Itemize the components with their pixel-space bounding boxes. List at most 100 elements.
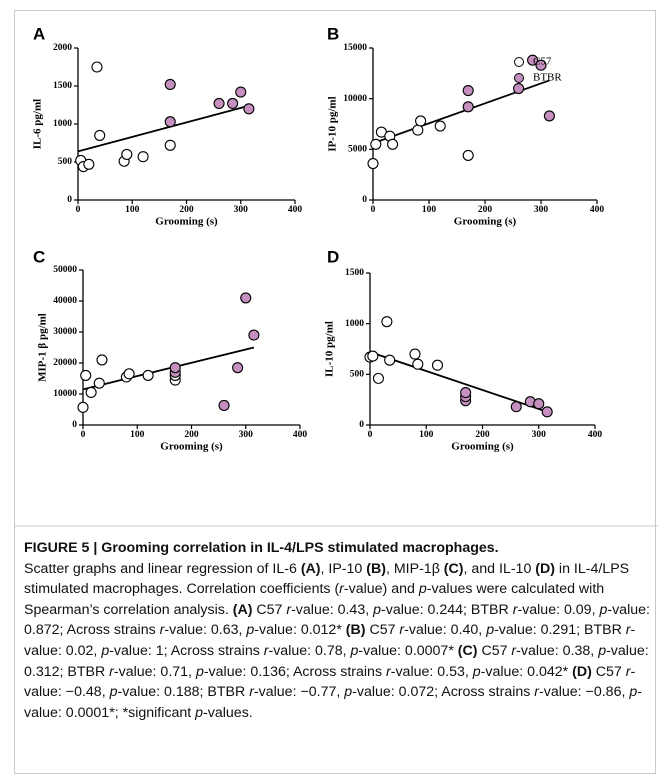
caption-text: in IL-4/LPS stimulated macrophages. Corr… [24, 560, 630, 598]
point [123, 368, 135, 380]
point [431, 359, 444, 371]
y-tick-label: 0 [362, 195, 367, 205]
caption-text: C57 [365, 622, 400, 639]
point [460, 387, 472, 399]
caption-bold: (D) [572, 663, 592, 680]
regression-line [369, 351, 548, 413]
caption-italic: r [249, 684, 254, 701]
point [169, 362, 181, 374]
legend-swatch [514, 73, 524, 83]
point [384, 354, 396, 366]
point [80, 369, 92, 381]
y-tick-label: 0 [72, 420, 77, 430]
point [462, 85, 474, 97]
x-tick-label: 200 [478, 205, 493, 215]
caption-body: Scatter graphs and linear regression of … [24, 559, 652, 724]
caption-text: -value: 0.09, [517, 601, 600, 618]
caption-text: -value: 0.0001*; *significant [24, 684, 642, 721]
x-tick-label: 100 [130, 430, 145, 440]
point [387, 138, 399, 150]
y-axis-label: IL-6 pg/ml [32, 99, 44, 149]
regression-line [82, 346, 255, 391]
caption-italic: p [344, 684, 353, 701]
x-tick-label: 400 [293, 430, 308, 440]
panel-letter: D [327, 247, 339, 266]
caption-italic: r [386, 663, 391, 680]
point [533, 398, 545, 410]
x-axis-label: Grooming (s) [454, 216, 517, 228]
caption-italic: p [195, 663, 204, 680]
caption-text: -values were calculated with Spearman’s … [24, 581, 605, 618]
caption-text: -value: −0.48, [24, 663, 636, 701]
caption-italic: r [399, 622, 405, 639]
caption-text: , MIP-1β [385, 560, 444, 577]
y-axis-label: MIP-1 β pg/ml [37, 313, 49, 382]
caption-text: -value: −0.77, [253, 684, 345, 701]
caption-text: -value: 0.244; BTBR [381, 601, 513, 618]
point [77, 401, 89, 413]
point [381, 316, 393, 328]
x-tick-label: 200 [184, 430, 199, 440]
y-tick-label: 15000 [343, 43, 367, 53]
caption-text: -value: 0.0007* [358, 642, 458, 659]
caption-text: -value: 0.136; Across strains [203, 663, 386, 680]
caption-italic: p [598, 642, 607, 659]
caption-italic: r [625, 622, 631, 639]
point [412, 124, 424, 136]
caption-bold: (D) [535, 560, 555, 577]
caption-text: -value: 1; Across strains [109, 642, 264, 659]
point [213, 97, 225, 110]
point [164, 78, 176, 91]
caption-italic: p [472, 663, 481, 680]
caption-text: -value: 0.38, [516, 642, 599, 659]
caption-italic: p [101, 642, 110, 659]
caption-text: -value: 0.012* [254, 622, 346, 639]
caption-text: -value: 0.71, [113, 663, 196, 680]
caption-text: Scatter graphs and linear regression of … [24, 560, 301, 577]
caption-text: -value) and [343, 581, 419, 598]
caption-text: -value: 0.53, [390, 663, 473, 680]
caption-text: -value: 0.872; Across strains [24, 601, 650, 639]
point [462, 101, 474, 113]
x-tick-label: 300 [239, 430, 254, 440]
x-axis-label: Grooming (s) [160, 441, 223, 453]
caption-italic: p [418, 581, 427, 598]
point [227, 97, 239, 110]
caption-text: -value: 0.312; BTBR [24, 642, 649, 680]
figure-frame [14, 10, 656, 774]
point [541, 406, 553, 418]
caption-text: -value: 0.072; Across strains [352, 684, 535, 701]
x-axis-label: Grooming (s) [451, 441, 514, 453]
caption-italic: p [486, 622, 495, 639]
y-tick-label: 500 [58, 157, 73, 167]
y-tick-label: 1000 [53, 119, 72, 129]
caption-bold: (B) [366, 560, 386, 577]
point [248, 329, 260, 341]
caption-text: C57 [591, 663, 626, 680]
x-tick-label: 0 [368, 430, 373, 440]
point [367, 350, 379, 362]
y-tick-label: 1000 [345, 319, 364, 329]
y-tick-label: 30000 [53, 327, 77, 337]
caption-text: -value: 0.63, [164, 622, 247, 639]
x-tick-label: 100 [419, 430, 434, 440]
x-tick-label: 400 [590, 205, 605, 215]
caption-text: -value: 0.042* [480, 663, 573, 680]
caption-italic: r [511, 642, 517, 659]
caption-title: FIGURE 5 | Grooming correlation in IL-4/… [24, 540, 499, 556]
caption-bold: (C) [443, 560, 464, 577]
legend-label: BTBR [533, 72, 562, 84]
point [510, 401, 522, 413]
x-tick-label: 0 [371, 205, 376, 215]
point [142, 369, 154, 381]
point [409, 348, 421, 360]
point [232, 362, 244, 374]
point [527, 54, 539, 66]
point [367, 157, 379, 170]
caption-italic: p [599, 601, 608, 618]
point [94, 129, 106, 141]
y-tick-label: 40000 [53, 296, 77, 306]
point [235, 86, 247, 98]
caption-italic: r [159, 622, 165, 639]
